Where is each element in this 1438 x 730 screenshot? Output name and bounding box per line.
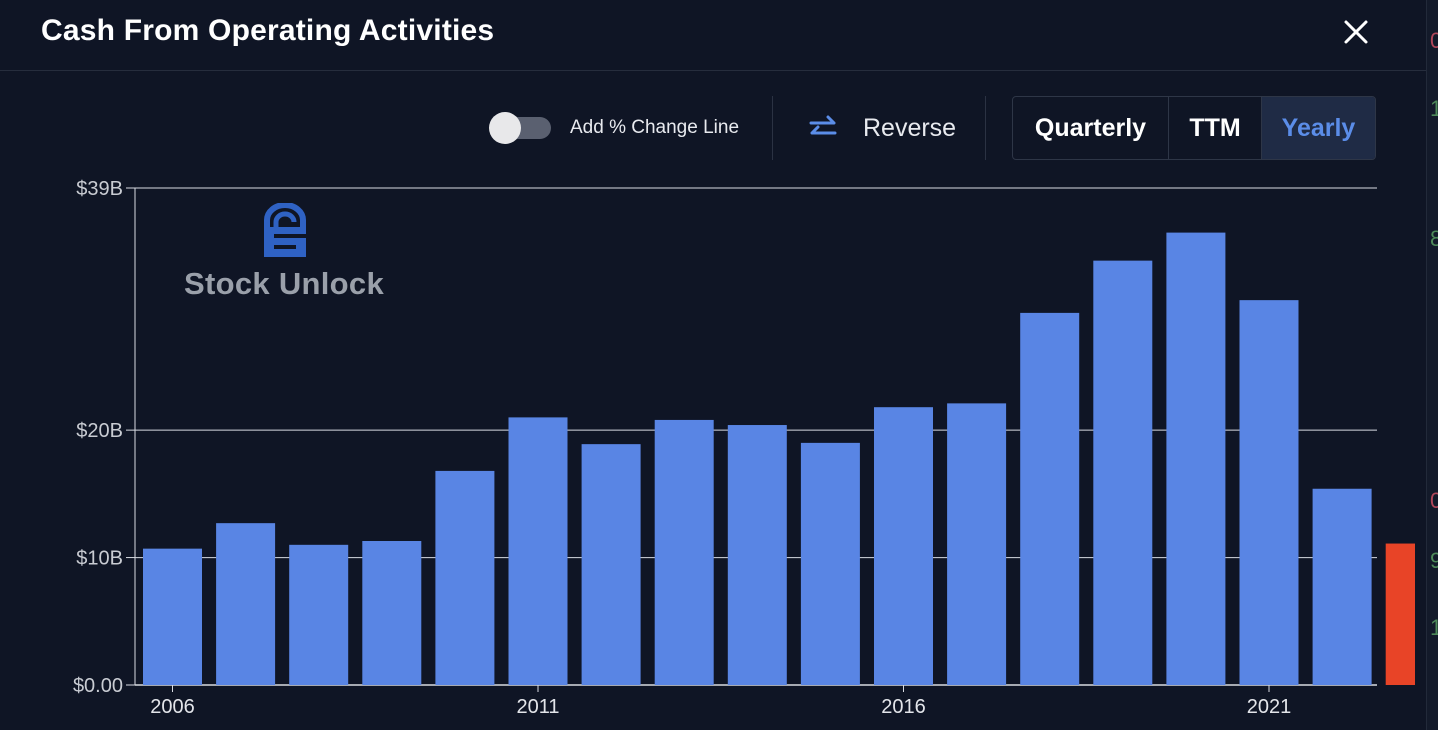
bar bbox=[362, 540, 422, 685]
edge-fragment: 8 bbox=[1430, 226, 1438, 252]
period-quarterly-button[interactable]: Quarterly bbox=[1013, 97, 1169, 159]
stock-unlock-logo bbox=[264, 203, 306, 257]
background-panel-edge: 0 1 8 0 9 1 bbox=[1426, 0, 1438, 730]
bar bbox=[727, 425, 787, 685]
bar bbox=[143, 548, 202, 685]
bar bbox=[216, 523, 276, 685]
y-tick-label: $39B bbox=[76, 178, 123, 200]
bar bbox=[1020, 312, 1080, 685]
bar bbox=[508, 417, 568, 685]
reverse-label: Reverse bbox=[863, 114, 957, 142]
period-yearly-button[interactable]: Yearly bbox=[1262, 97, 1375, 159]
swap-arrows-icon bbox=[809, 115, 837, 135]
edge-fragment: 9 bbox=[1430, 548, 1438, 574]
chart-title: Cash From Operating Activities bbox=[41, 14, 495, 47]
change-line-toggle[interactable] bbox=[489, 112, 551, 144]
x-tick-label: 2016 bbox=[881, 696, 926, 718]
bar bbox=[435, 470, 495, 685]
toolbar-divider bbox=[772, 96, 773, 160]
bar bbox=[1166, 232, 1226, 685]
watermark-text: Stock Unlock bbox=[184, 266, 384, 301]
y-tick-label: $0.00 bbox=[73, 675, 123, 697]
period-ttm-button[interactable]: TTM bbox=[1169, 97, 1262, 159]
bar bbox=[800, 442, 860, 685]
chart-toolbar: Add % Change Line Reverse Quarterly TTM … bbox=[0, 96, 1426, 160]
bar bbox=[581, 444, 641, 685]
bar bbox=[1312, 488, 1372, 685]
y-tick-label: $10B bbox=[76, 548, 123, 570]
x-tick-label: 2011 bbox=[516, 696, 559, 718]
edge-fragment: 0 bbox=[1430, 28, 1438, 54]
bar bbox=[1093, 260, 1153, 685]
period-selector: Quarterly TTM Yearly bbox=[1012, 96, 1376, 160]
close-icon[interactable] bbox=[1340, 16, 1372, 48]
edge-fragment: 1 bbox=[1430, 615, 1438, 641]
bar bbox=[289, 544, 349, 685]
bar bbox=[654, 419, 714, 685]
bar bbox=[1239, 300, 1299, 685]
edge-fragment: 0 bbox=[1430, 488, 1438, 514]
modal-header: Cash From Operating Activities bbox=[0, 0, 1426, 71]
bar bbox=[874, 407, 933, 685]
change-line-label: Add % Change Line bbox=[570, 117, 740, 138]
bar bbox=[1385, 543, 1415, 685]
x-tick-label: 2006 bbox=[150, 696, 195, 718]
x-tick-label: 2021 bbox=[1247, 696, 1292, 718]
bar bbox=[947, 403, 1007, 685]
toggle-knob bbox=[489, 112, 521, 144]
toolbar-divider bbox=[985, 96, 986, 160]
edge-fragment: 1 bbox=[1430, 96, 1438, 122]
y-tick-label: $20B bbox=[76, 420, 123, 442]
